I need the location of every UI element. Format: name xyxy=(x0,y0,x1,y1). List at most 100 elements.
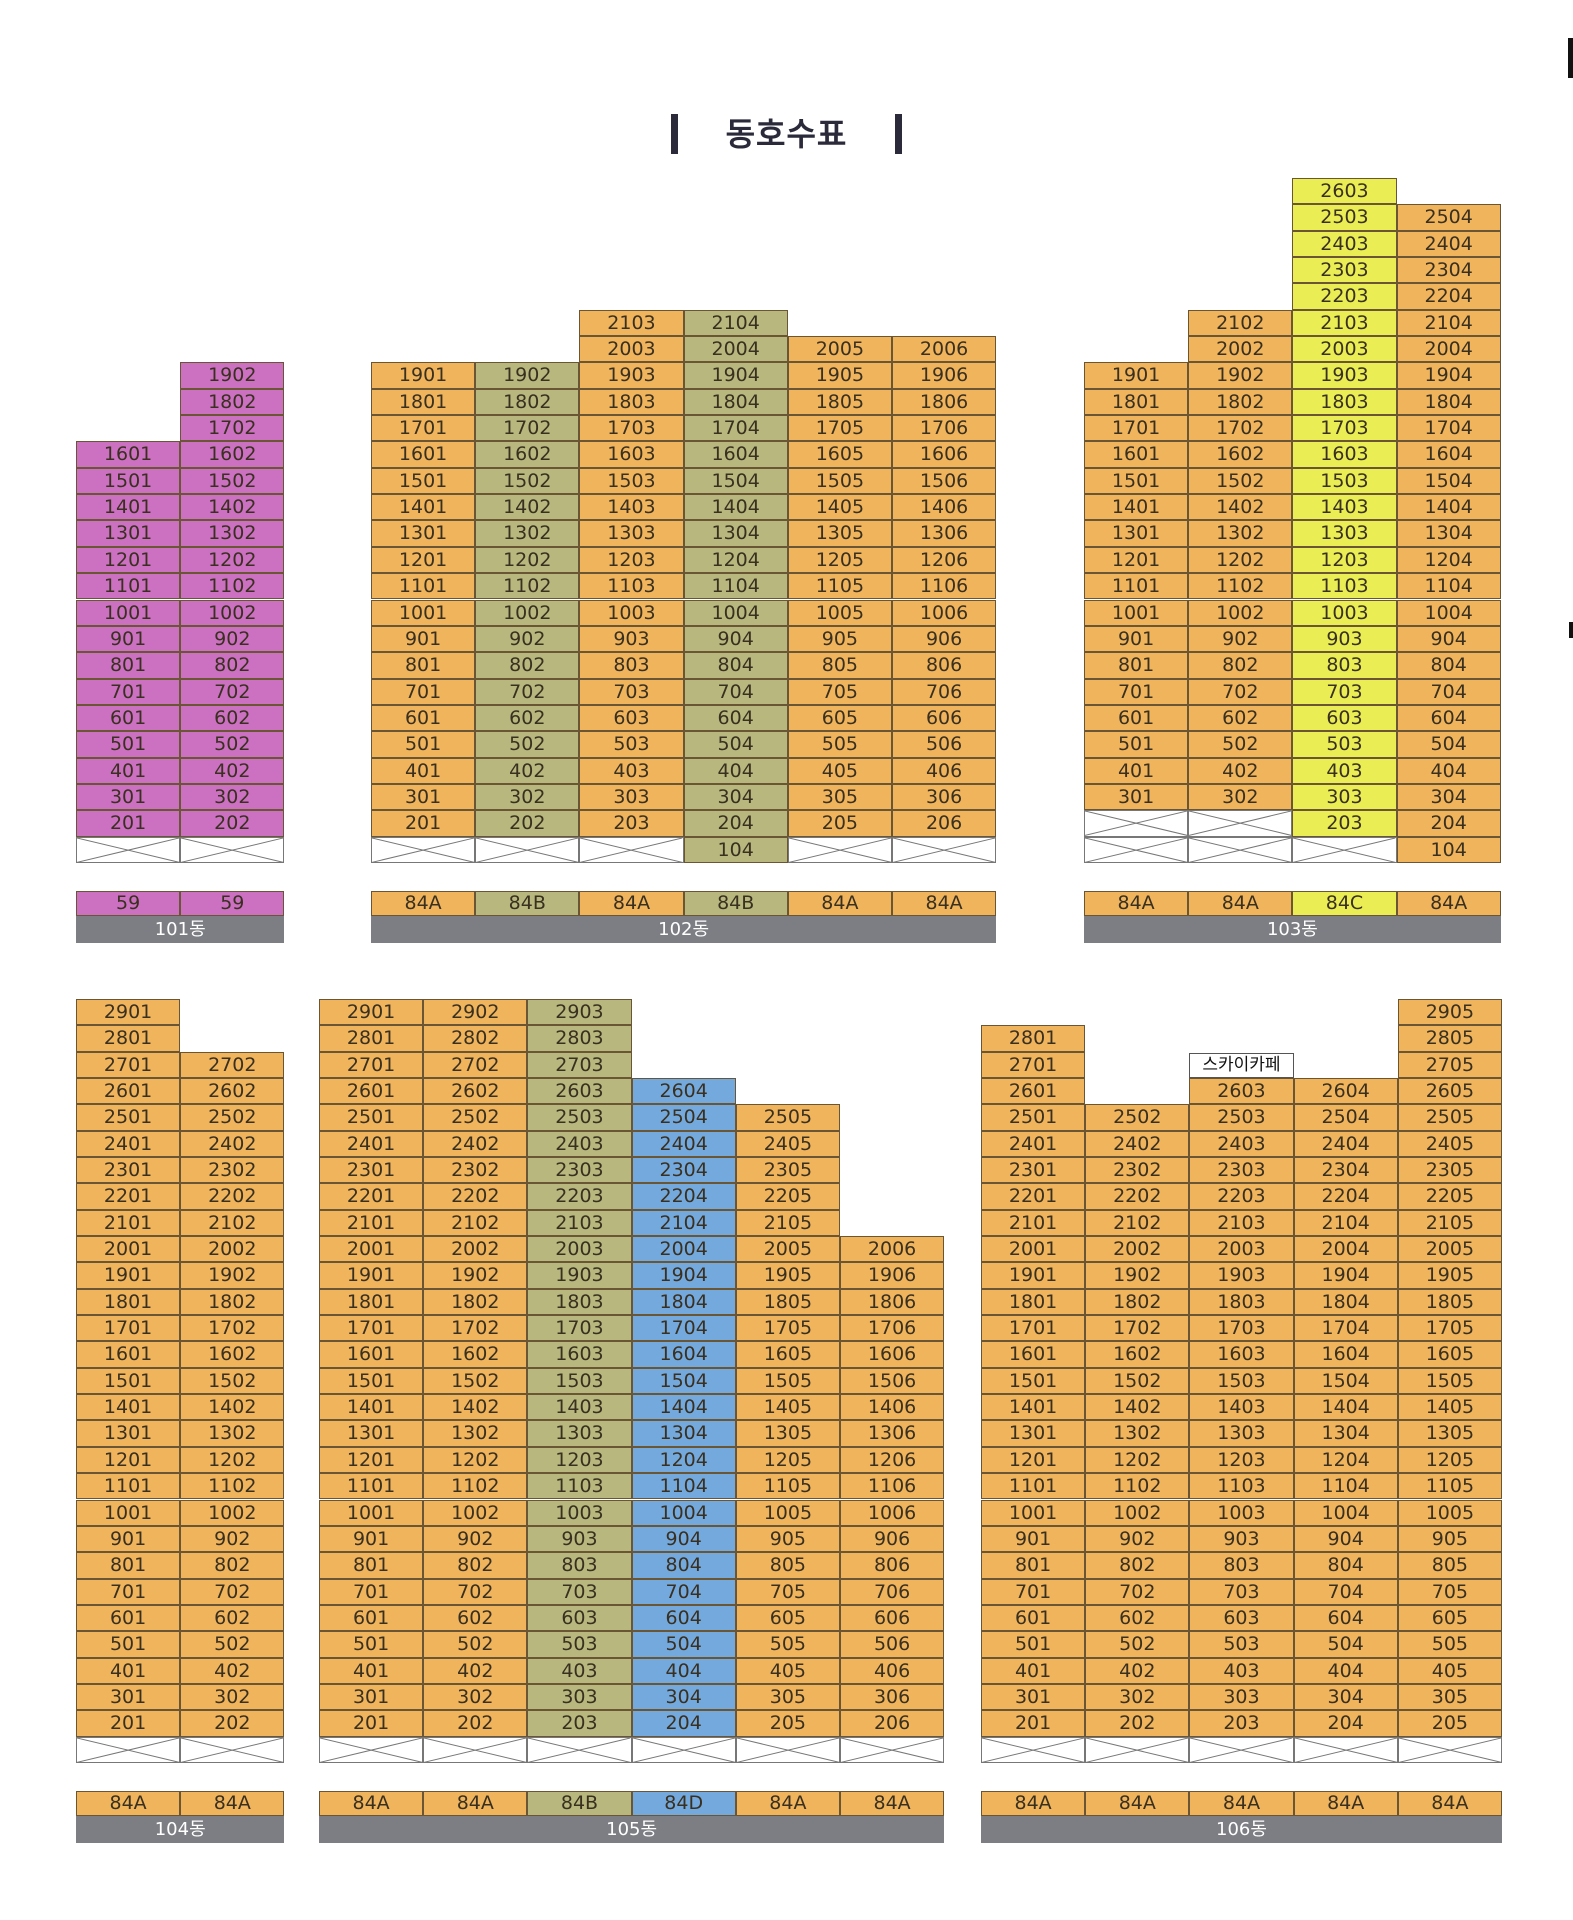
unit-cell[interactable]: 1501 xyxy=(76,467,181,495)
unit-cell[interactable]: 404 xyxy=(631,1657,736,1684)
unit-cell[interactable]: 902 xyxy=(1085,1525,1190,1553)
unit-cell[interactable]: 504 xyxy=(1293,1631,1398,1658)
unit-cell[interactable]: 1904 xyxy=(1293,1262,1398,1289)
unit-cell[interactable]: 1901 xyxy=(319,1262,424,1289)
unit-cell[interactable]: 503 xyxy=(1189,1631,1294,1658)
unit-cell[interactable]: 2405 xyxy=(735,1130,840,1157)
unit-cell[interactable]: 706 xyxy=(840,1578,945,1605)
unit-cell[interactable]: 501 xyxy=(371,731,476,758)
unit-cell[interactable]: 703 xyxy=(1292,678,1397,705)
unit-cell[interactable]: 1703 xyxy=(1189,1315,1294,1342)
unit-cell[interactable]: 606 xyxy=(840,1604,945,1632)
unit-cell[interactable]: 202 xyxy=(180,810,285,837)
unit-cell[interactable]: 1803 xyxy=(579,388,684,416)
unit-cell[interactable]: 2302 xyxy=(180,1156,285,1184)
unit-cell[interactable]: 2303 xyxy=(1292,256,1397,284)
unit-cell[interactable]: 2402 xyxy=(180,1130,285,1157)
unit-cell[interactable]: 201 xyxy=(76,1710,181,1737)
unit-cell[interactable]: 1401 xyxy=(371,494,476,521)
unit-cell[interactable]: 1702 xyxy=(180,1315,285,1342)
unit-cell[interactable]: 1403 xyxy=(1292,494,1397,521)
unit-cell[interactable]: 202 xyxy=(423,1710,528,1737)
unit-cell[interactable]: 1902 xyxy=(1085,1262,1190,1289)
unit-cell[interactable]: 605 xyxy=(787,704,892,732)
unit-cell[interactable]: 1201 xyxy=(76,1446,181,1474)
unit-cell[interactable]: 2901 xyxy=(319,998,424,1026)
unit-cell[interactable]: 705 xyxy=(787,678,892,705)
unit-cell[interactable]: 1302 xyxy=(1188,520,1293,547)
unit-cell[interactable]: 2205 xyxy=(1397,1183,1502,1210)
unit-cell[interactable]: 1402 xyxy=(180,494,285,521)
unit-cell[interactable]: 601 xyxy=(981,1604,1086,1632)
unit-cell[interactable]: 2202 xyxy=(1085,1183,1190,1210)
unit-cell[interactable]: 505 xyxy=(1397,1631,1502,1658)
unit-cell[interactable]: 1303 xyxy=(579,520,684,547)
unit-cell[interactable]: 1301 xyxy=(371,520,476,547)
unit-cell[interactable]: 1505 xyxy=(787,467,892,495)
unit-cell[interactable]: 204 xyxy=(631,1710,736,1737)
unit-cell[interactable]: 2602 xyxy=(180,1077,285,1105)
unit-cell[interactable]: 602 xyxy=(180,1604,285,1632)
unit-cell[interactable]: 1001 xyxy=(1084,599,1189,626)
unit-cell[interactable]: 2403 xyxy=(527,1130,632,1157)
unit-cell[interactable]: 1206 xyxy=(892,546,997,574)
unit-cell[interactable]: 502 xyxy=(1085,1631,1190,1658)
unit-cell[interactable]: 601 xyxy=(371,704,476,732)
unit-cell[interactable]: 304 xyxy=(683,783,788,811)
unit-cell[interactable]: 1504 xyxy=(683,467,788,495)
unit-cell[interactable]: 604 xyxy=(631,1604,736,1632)
unit-cell[interactable]: 1801 xyxy=(981,1288,1086,1316)
unit-cell[interactable]: 1004 xyxy=(1293,1499,1398,1526)
unit-cell[interactable]: 2202 xyxy=(423,1183,528,1210)
unit-cell[interactable]: 2204 xyxy=(1396,283,1501,310)
unit-cell[interactable]: 2502 xyxy=(423,1104,528,1131)
unit-cell[interactable]: 2801 xyxy=(76,1025,181,1052)
unit-cell[interactable]: 1802 xyxy=(423,1288,528,1316)
unit-cell[interactable]: 806 xyxy=(840,1552,945,1579)
unit-cell[interactable]: 1802 xyxy=(180,388,285,416)
unit-cell[interactable]: 2104 xyxy=(1293,1209,1398,1236)
unit-cell[interactable]: 1606 xyxy=(892,441,997,468)
unit-cell[interactable]: 601 xyxy=(319,1604,424,1632)
unit-cell[interactable]: 603 xyxy=(1189,1604,1294,1632)
unit-cell[interactable]: 604 xyxy=(683,704,788,732)
unit-cell[interactable]: 1503 xyxy=(1292,467,1397,495)
unit-cell[interactable]: 802 xyxy=(1188,652,1293,679)
unit-cell[interactable]: 1003 xyxy=(527,1499,632,1526)
unit-cell[interactable]: 1704 xyxy=(683,415,788,442)
unit-cell[interactable]: 603 xyxy=(527,1604,632,1632)
unit-cell[interactable]: 903 xyxy=(579,625,684,653)
unit-cell[interactable]: 1305 xyxy=(787,520,892,547)
unit-cell[interactable]: 803 xyxy=(527,1552,632,1579)
unit-cell[interactable]: 2604 xyxy=(1293,1077,1398,1105)
unit-cell[interactable]: 1605 xyxy=(787,441,892,468)
unit-cell[interactable]: 1304 xyxy=(683,520,788,547)
unit-cell[interactable]: 605 xyxy=(735,1604,840,1632)
unit-cell[interactable]: 2002 xyxy=(1085,1236,1190,1263)
unit-cell[interactable]: 1702 xyxy=(475,415,580,442)
unit-cell[interactable]: 306 xyxy=(840,1683,945,1711)
unit-cell[interactable]: 1502 xyxy=(180,1367,285,1395)
unit-cell[interactable]: 703 xyxy=(579,678,684,705)
unit-cell[interactable]: 801 xyxy=(1084,652,1189,679)
unit-cell[interactable]: 903 xyxy=(1292,625,1397,653)
unit-cell[interactable]: 1801 xyxy=(1084,388,1189,416)
unit-cell[interactable]: 1203 xyxy=(1292,546,1397,574)
unit-cell[interactable]: 405 xyxy=(787,757,892,784)
unit-cell[interactable]: 1805 xyxy=(787,388,892,416)
unit-cell[interactable]: 1106 xyxy=(840,1473,945,1500)
unit-cell[interactable]: 701 xyxy=(76,1578,181,1605)
unit-cell[interactable]: 1002 xyxy=(423,1499,528,1526)
unit-cell[interactable]: 2702 xyxy=(423,1051,528,1078)
unit-cell[interactable]: 1904 xyxy=(683,362,788,389)
unit-cell[interactable]: 1402 xyxy=(423,1394,528,1421)
unit-cell[interactable]: 1505 xyxy=(1397,1367,1502,1395)
unit-cell[interactable]: 1503 xyxy=(527,1367,632,1395)
unit-cell[interactable]: 2001 xyxy=(76,1236,181,1263)
unit-cell[interactable]: 601 xyxy=(76,1604,181,1632)
unit-cell[interactable]: 1804 xyxy=(683,388,788,416)
unit-cell[interactable]: 601 xyxy=(76,704,181,732)
unit-cell[interactable]: 2003 xyxy=(1292,336,1397,363)
unit-cell[interactable]: 301 xyxy=(319,1683,424,1711)
unit-cell[interactable]: 1504 xyxy=(631,1367,736,1395)
